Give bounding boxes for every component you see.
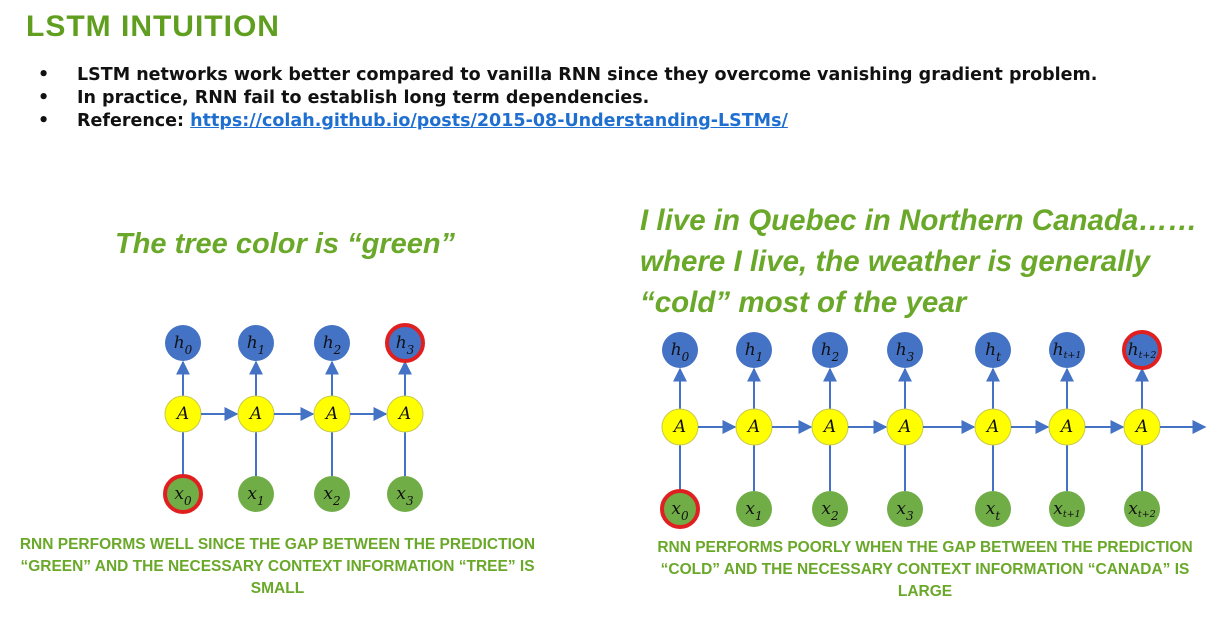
cell-node-a-3 bbox=[386, 395, 424, 433]
left-example-sentence: The tree color is “green” bbox=[115, 228, 456, 260]
input-node-x-t bbox=[975, 491, 1011, 527]
right-conclusion: RNN PERFORMS POORLY WHEN THE GAP BETWEEN… bbox=[657, 539, 1193, 600]
input-node-x-2 bbox=[314, 476, 350, 512]
bullet-long-term-dependencies: In practice, RNN fail to establish long … bbox=[38, 87, 1218, 110]
bullet-lstm-vs-rnn: LSTM networks work better compared to va… bbox=[38, 64, 1218, 87]
cell-label-a-2: A bbox=[324, 404, 338, 424]
cell-label-a-1: A bbox=[248, 404, 262, 424]
left-conclusion: RNN PERFORMS WELL SINCE THE GAP BETWEEN … bbox=[19, 536, 536, 597]
cell-label-a-t: A bbox=[985, 417, 999, 437]
output-node-h-t bbox=[975, 332, 1011, 368]
slide-title: LSTM INTUITION bbox=[26, 10, 280, 43]
input-node-x-tplus2 bbox=[1124, 491, 1160, 527]
reference-link[interactable]: https://colah.github.io/posts/2015-08-Un… bbox=[190, 111, 788, 131]
bullet-list: LSTM networks work better compared to va… bbox=[38, 64, 1218, 133]
output-node-h-tplus2 bbox=[1122, 330, 1162, 370]
cell-label-a-3: A bbox=[897, 417, 911, 437]
cell-label-a-0: A bbox=[175, 404, 189, 424]
output-node-h-1 bbox=[736, 332, 772, 368]
reference-label: Reference: bbox=[77, 111, 191, 131]
cell-label-a-3: A bbox=[397, 404, 411, 424]
right-example-sentence: I live in Quebec in Northern Canada……whe… bbox=[640, 204, 1198, 319]
input-node-x-1 bbox=[238, 476, 274, 512]
input-node-x-3 bbox=[387, 476, 423, 512]
input-node-x-0 bbox=[660, 489, 700, 529]
output-node-h-1 bbox=[238, 325, 274, 361]
right-rnn-diagram: h0Ax0h1Ax1h2Ax2h3Ax3htAxtht+1Axt+1ht+2Ax… bbox=[660, 330, 1207, 529]
output-node-h-3 bbox=[887, 332, 923, 368]
cell-label-a-0: A bbox=[672, 417, 686, 437]
output-node-h-3 bbox=[385, 323, 425, 363]
input-node-x-2 bbox=[812, 491, 848, 527]
input-node-x-1 bbox=[736, 491, 772, 527]
cell-label-a-tplus1: A bbox=[1059, 417, 1073, 437]
output-node-h-0 bbox=[662, 332, 698, 368]
input-node-x-0 bbox=[163, 474, 203, 514]
output-node-h-2 bbox=[812, 332, 848, 368]
output-node-h-2 bbox=[314, 325, 350, 361]
cell-label-a-2: A bbox=[822, 417, 836, 437]
input-node-x-3 bbox=[887, 491, 923, 527]
output-node-h-0 bbox=[165, 325, 201, 361]
cell-label-a-1: A bbox=[746, 417, 760, 437]
output-node-h-tplus1 bbox=[1049, 332, 1085, 368]
input-node-x-tplus1 bbox=[1049, 491, 1085, 527]
cell-label-a-tplus2: A bbox=[1134, 417, 1148, 437]
bullet-reference: Reference: https://colah.github.io/posts… bbox=[38, 110, 1218, 133]
